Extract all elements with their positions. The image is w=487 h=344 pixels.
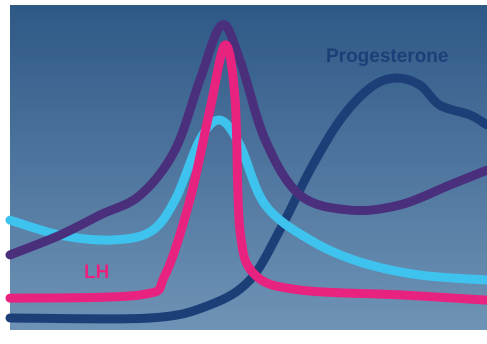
series-line	[5, 115, 487, 285]
series-line	[5, 73, 487, 324]
series-line	[5, 40, 487, 305]
series-label: Progesterone	[326, 46, 448, 67]
series-line	[5, 20, 487, 260]
lines	[5, 20, 487, 324]
series-label: LH	[84, 262, 109, 283]
